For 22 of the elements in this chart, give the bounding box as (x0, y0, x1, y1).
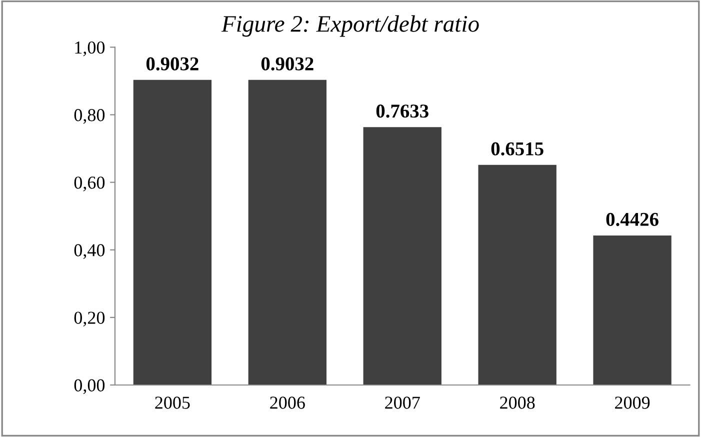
data-label: 0.7633 (376, 104, 428, 118)
chart-title: Figure 2: Export/debt ratio (221, 15, 479, 37)
data-label: 0.9032 (146, 57, 198, 70)
data-label: 0.6515 (491, 142, 544, 156)
x-tick-label: 2009 (615, 396, 650, 409)
bar (248, 80, 326, 385)
data-label: 0.4426 (606, 212, 658, 226)
x-tick-label: 2006 (270, 396, 305, 409)
bar (593, 235, 672, 385)
y-tick-label: 0,60 (74, 176, 105, 192)
x-tick-label: 2007 (385, 396, 420, 409)
x-tick-label: 2005 (155, 396, 190, 409)
bar (133, 80, 212, 385)
y-tick-label: 1,00 (75, 41, 105, 56)
y-tick-label: 0,80 (74, 109, 105, 124)
bar (363, 127, 442, 385)
x-tick-label: 2008 (500, 396, 535, 409)
y-tick-label: 0,20 (74, 312, 105, 326)
y-tick-label: 0,40 (74, 244, 105, 259)
data-label: 0.9032 (261, 57, 314, 70)
bar (478, 164, 556, 385)
y-tick-label: 0,00 (74, 379, 105, 394)
